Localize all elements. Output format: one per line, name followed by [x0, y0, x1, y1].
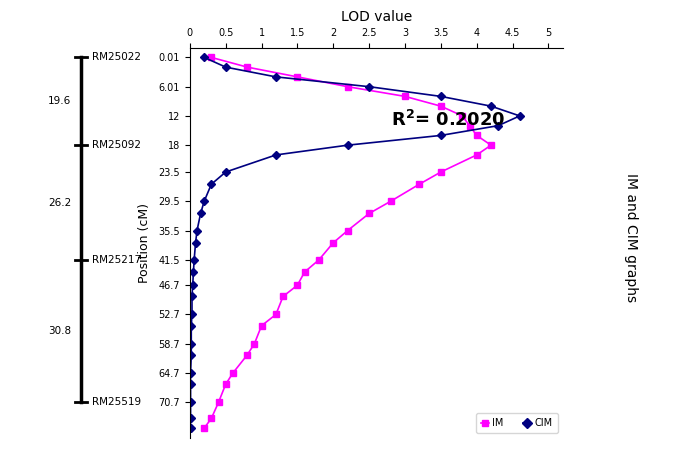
Text: 30.8: 30.8 [48, 326, 71, 336]
Text: RM25022: RM25022 [92, 52, 140, 62]
Text: 26.2: 26.2 [48, 198, 71, 208]
Legend: IM, CIM: IM, CIM [476, 413, 558, 433]
X-axis label: LOD value: LOD value [340, 10, 412, 24]
Text: RM25217: RM25217 [92, 255, 140, 265]
Text: RM25519: RM25519 [92, 397, 140, 407]
Text: $\mathbf{R^2}$= 0.2020: $\mathbf{R^2}$= 0.2020 [391, 109, 505, 129]
Text: 19.6: 19.6 [48, 96, 71, 106]
Y-axis label: Position (cM): Position (cM) [138, 203, 151, 283]
Text: RM25092: RM25092 [92, 140, 140, 150]
Text: IM and CIM graphs: IM and CIM graphs [624, 173, 637, 303]
